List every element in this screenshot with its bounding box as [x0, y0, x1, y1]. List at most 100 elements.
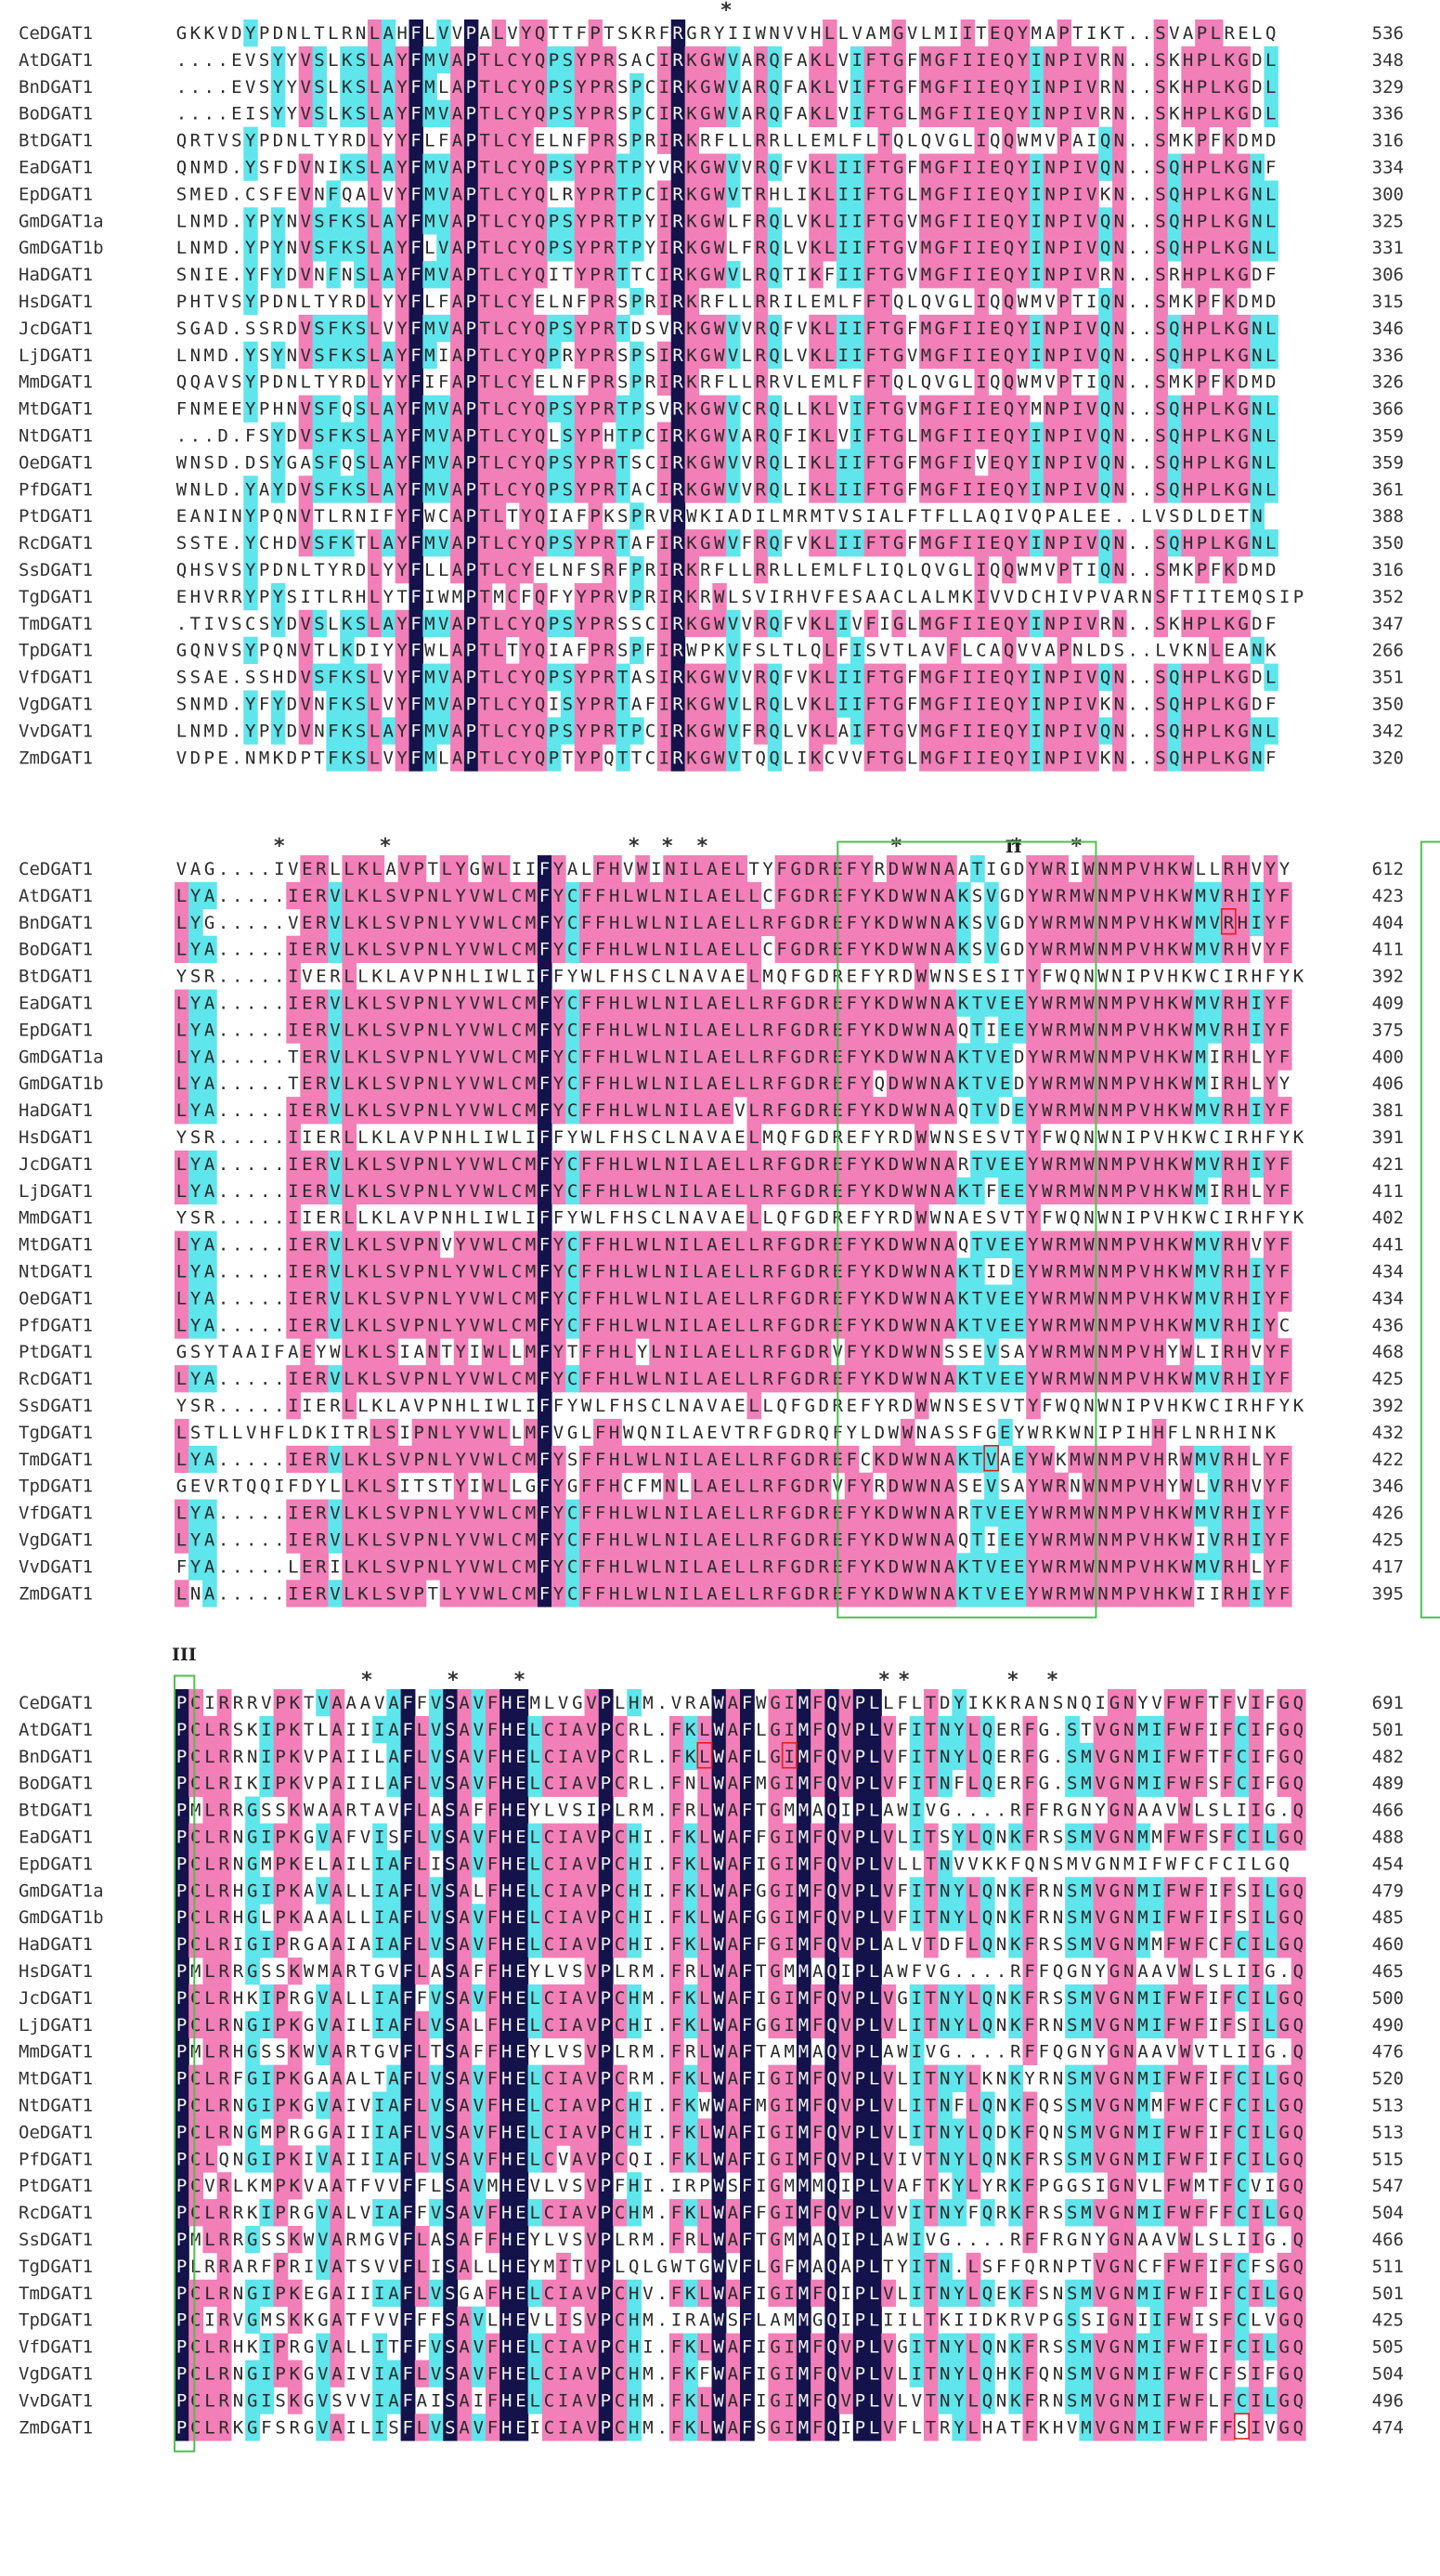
residue-cell: [1181, 341, 1196, 370]
sequence-name: TgDGAT1: [19, 1423, 93, 1443]
residue-cell: [1070, 234, 1085, 262]
residue-cell: [243, 529, 258, 557]
residue-cell: [422, 207, 437, 235]
residue-cell: [477, 314, 493, 343]
sequence-end-position: 501: [1372, 1720, 1404, 1740]
residue-cell: [1264, 341, 1278, 370]
residue-cell: [314, 1177, 330, 1205]
sequence-end-position: 326: [1372, 372, 1404, 393]
residue-cell: [547, 207, 562, 235]
residue-cell: [411, 1016, 427, 1044]
residue-cell: [663, 989, 678, 1017]
residue-cell: [1209, 341, 1224, 370]
residue-cell: [477, 449, 493, 476]
residue-cell: [970, 1016, 985, 1044]
residue-cell: [463, 717, 479, 745]
sequence-end-position: 504: [1372, 2364, 1404, 2385]
residue-cell: [436, 153, 451, 181]
residue-cell: [370, 1150, 385, 1178]
residue-cell: [1070, 99, 1085, 127]
residue-cell: [1043, 663, 1058, 691]
residue-cell: [928, 1016, 943, 1044]
residue-cell: [286, 1124, 301, 1151]
residue-cell: [656, 288, 672, 316]
residue-cell: [463, 126, 479, 154]
residue-cell: [551, 1070, 566, 1098]
residue-cell: [491, 126, 507, 154]
residue-cell: [314, 989, 330, 1017]
residue-cell: [422, 261, 437, 289]
residue-cell: [621, 1177, 636, 1205]
residue-cell: [367, 529, 383, 557]
residue-cell: [1043, 341, 1058, 370]
residue-cell: [1221, 1097, 1237, 1125]
residue-cell: [340, 72, 355, 101]
residue-cell: [802, 1043, 818, 1071]
residue-cell: [677, 1016, 692, 1044]
residue-cell: [537, 962, 552, 990]
conserved-residue: F: [539, 1047, 550, 1067]
residue-cell: [1137, 1016, 1153, 1044]
residue-cell: [1151, 1070, 1167, 1098]
residue-cell: [383, 1070, 399, 1098]
residue-cell: [491, 261, 507, 289]
residue-cell: [946, 663, 962, 691]
residue-cell: [588, 582, 603, 611]
residue-cell: [298, 72, 314, 101]
residue-cell: [579, 989, 594, 1017]
residue-cell: [519, 341, 534, 370]
residue-cell: [477, 288, 493, 316]
residue-cell: [1167, 529, 1182, 557]
residue-cell: [1070, 180, 1085, 208]
conserved-residue: P: [601, 1747, 611, 1767]
residue-cell: [1222, 717, 1238, 745]
residue-cell: [1236, 449, 1252, 476]
residue-cell: [1112, 126, 1127, 154]
residue-cell: [1181, 46, 1196, 74]
residue-cell: [719, 1016, 734, 1044]
residue-cell: [998, 1070, 1013, 1098]
residue-cell: [942, 908, 957, 937]
residue-cell: [519, 717, 534, 745]
residue-cell: [919, 180, 934, 208]
conserved-residue: F: [539, 1423, 550, 1443]
residue-cell: [753, 72, 769, 101]
residue-cell: [1084, 422, 1099, 449]
residue-cell: [712, 207, 727, 235]
residue-cell: [1123, 935, 1139, 963]
residue-cell: [914, 935, 929, 963]
sequence-residues: EANINYPQNVTLRNIFYFWCAPTLTYQIAFPKSPRVRWKI…: [176, 506, 1263, 527]
residue-cell: [1193, 1070, 1209, 1098]
residue-cell: [370, 908, 385, 937]
residue-cell: [505, 529, 520, 557]
residue-cell: [1193, 1043, 1209, 1071]
conserved-residue: L: [869, 1801, 879, 1821]
residue-cell: [1016, 99, 1031, 127]
residue-cell: [298, 207, 314, 235]
residue-cell: [767, 449, 783, 476]
residue-cell: [411, 1177, 427, 1205]
residue-cell: [1153, 744, 1169, 772]
conserved-residue: E: [515, 1720, 525, 1740]
conserved-residue: F: [410, 452, 421, 473]
residue-cell: [932, 314, 948, 343]
sequence-end-position: 496: [1372, 2390, 1404, 2411]
residue-cell: [691, 1097, 707, 1125]
residue-cell: [453, 1177, 469, 1205]
residue-cell: [395, 99, 410, 127]
residue-cell: [395, 609, 410, 638]
residue-cell: [767, 744, 783, 772]
residue-cell: [960, 609, 976, 638]
residue-cell: [863, 72, 879, 101]
residue-cell: [453, 935, 469, 963]
residue-cell: [286, 1016, 301, 1044]
conserved-residue: S: [445, 1693, 455, 1713]
residue-cell: [243, 261, 258, 289]
residue-cell: [1070, 717, 1085, 745]
residue-cell: [974, 314, 989, 343]
residue-cell: [942, 881, 957, 910]
residue-cell: [698, 529, 713, 557]
residue-cell: [453, 1043, 469, 1071]
residue-cell: [1207, 935, 1223, 963]
residue-cell: [712, 529, 727, 557]
